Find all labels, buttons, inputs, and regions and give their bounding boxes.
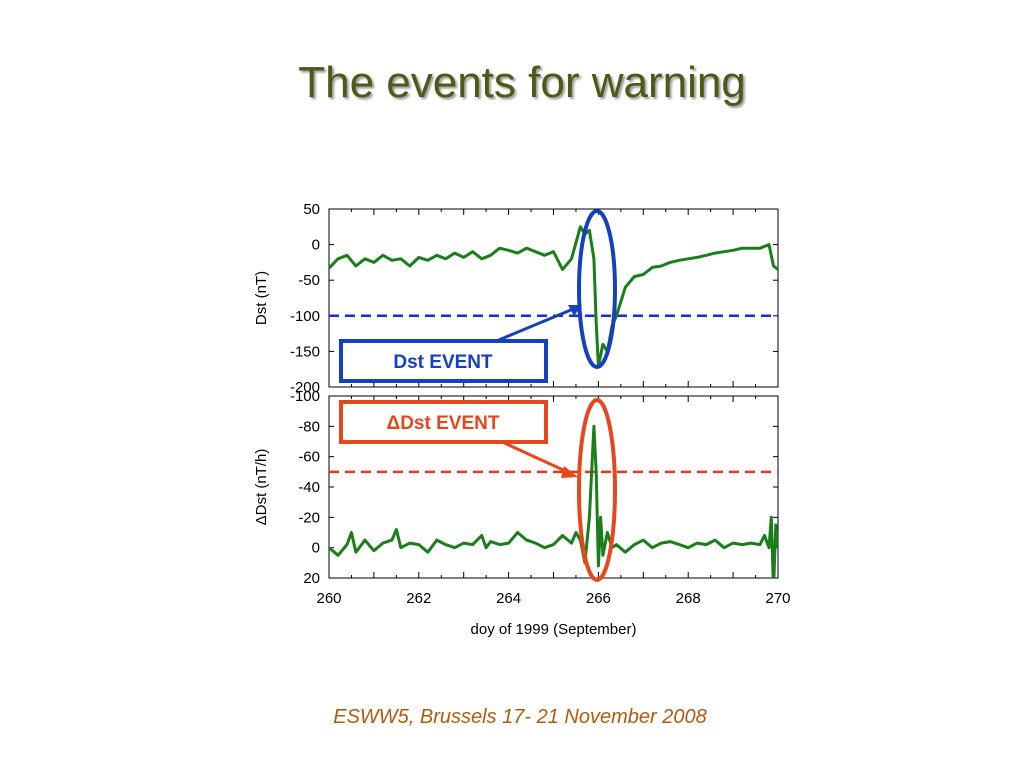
ddst-ytick-label: -20 <box>298 509 320 526</box>
dst-series-line <box>329 225 778 368</box>
ddst-ytick-label: -100 <box>290 388 320 405</box>
ddst-ytick-label: 0 <box>312 540 320 557</box>
x-tick-label: 270 <box>765 590 790 607</box>
dst-ytick-label: -200 <box>290 379 320 396</box>
dst-y-axis-title: Dst (nT) <box>253 271 270 325</box>
ddst-y-axis-title: ΔDst (nT/h) <box>253 449 270 526</box>
ddst-ytick-label: 20 <box>303 570 320 587</box>
ddst-event-arrowhead <box>561 466 578 478</box>
dst-event-arrow <box>493 305 579 344</box>
dst-event-box <box>339 339 548 383</box>
dst-ytick-label: -50 <box>298 272 320 289</box>
dst-ytick-label: -100 <box>290 308 320 325</box>
x-axis-title: doy of 1999 (September) <box>471 621 637 638</box>
dst-ytick-label: 50 <box>303 201 320 218</box>
slide-title: The events for warning <box>298 58 746 107</box>
dst-ytick-label: 0 <box>312 237 320 254</box>
ddst-ytick-label: -80 <box>298 418 320 435</box>
ddst-event-label: ΔDst EVENT <box>387 413 500 434</box>
ddst-event-box <box>339 400 548 444</box>
dst-event-arrowhead <box>568 305 582 316</box>
dst-event-label: Dst EVENT <box>393 352 493 373</box>
x-tick-label: 268 <box>676 590 701 607</box>
ddst-ytick-label: -40 <box>298 479 320 496</box>
dst-ytick-label: -150 <box>290 343 320 360</box>
ddst-event-ellipse <box>577 398 617 582</box>
ddst-event-arrow <box>499 439 573 476</box>
ddst-ytick-label: -60 <box>298 449 320 466</box>
footer-text: ESWW5, Brussels 17- 21 November 2008 <box>333 706 707 728</box>
ddst-series-line <box>329 424 778 578</box>
x-tick-label: 260 <box>316 590 341 607</box>
x-tick-label: 264 <box>496 590 521 607</box>
dst-event-ellipse <box>577 209 617 369</box>
event-annotations: Dst EVENT ΔDst EVENT <box>339 209 617 582</box>
x-tick-label: 262 <box>406 590 431 607</box>
x-tick-label: 266 <box>586 590 611 607</box>
